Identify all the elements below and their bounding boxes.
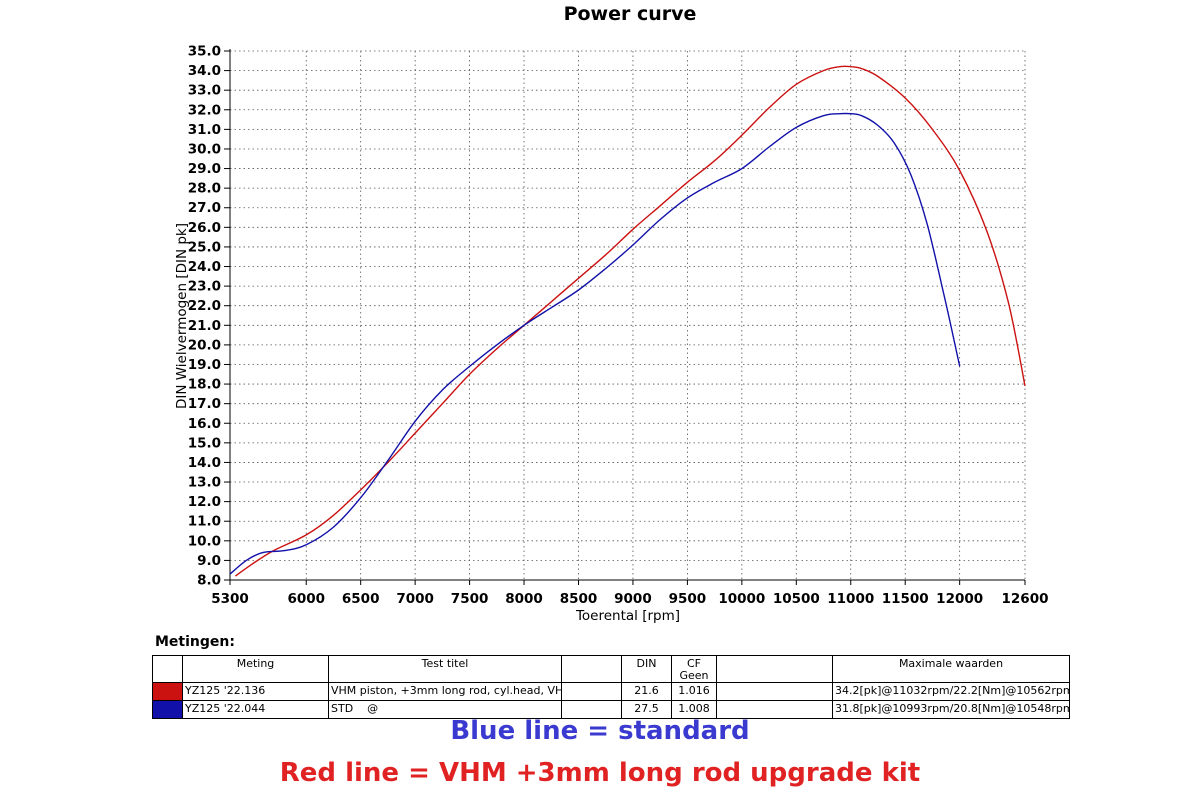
blue-power-curve [229,112,961,575]
y-tick-label: 24.0 [188,259,221,275]
y-tick-label: 28.0 [188,181,221,197]
blue-line-caption: Blue line = standard [450,716,750,746]
header-empty-cell [561,656,621,682]
y-tick-label: 22.0 [188,298,221,314]
max-values-cell: 31.8[pk]@10993rpm/20.8[Nm]@10548rpm [832,701,1070,718]
header-cf-label: CF [686,657,701,670]
grid-layer [230,50,1026,580]
series-layer [229,65,1026,577]
y-tick-label: 32.0 [188,102,221,118]
y-tick-label: 34.0 [188,63,221,79]
meting-cell: YZ125 '22.044 [182,701,328,718]
x-tick-label: 6500 [342,591,380,607]
header-max: Maximale waarden [832,656,1070,682]
header-meting: Meting [182,656,328,682]
x-tick-label: 12000 [936,591,983,607]
header-cf-sublabel: Geen [679,669,709,682]
x-tick-label: 6000 [287,591,325,607]
empty-cell [561,683,621,700]
y-tick-label: 25.0 [188,239,221,255]
x-tick-label: 8500 [560,591,598,607]
header-cf: CF Geen [671,656,716,682]
x-axis-label: Toerental [rpm] [575,608,680,624]
y-tick-label: 21.0 [188,318,221,334]
cf-cell: 1.016 [671,683,716,700]
y-tick-label: 27.0 [188,200,221,216]
y-tick-label: 14.0 [188,455,221,471]
y-tick-label: 30.0 [188,141,221,157]
y-tick-label: 12.0 [188,494,221,510]
y-tick-label: 18.0 [188,377,221,393]
y-tick-label: 20.0 [188,337,221,353]
y-tick-label: 16.0 [188,416,221,432]
y-tick-label: 19.0 [188,357,221,373]
y-tick-label: 13.0 [188,475,221,491]
max-values-cell: 34.2[pk]@11032rpm/22.2[Nm]@10562rpm [832,683,1070,700]
y-tick-label: 9.0 [197,553,221,569]
measurement-row: YZ125 '22.136 VHM piston, +3mm long rod,… [152,683,1070,701]
x-tick-label: 7500 [451,591,489,607]
x-tick-label: 12600 [1002,591,1049,607]
header-color-cell [152,656,182,682]
axis-layer: 8.0 9.0 10.0 11.0 12.0 13.0 14.0 15.0 16.0 17.0 18… [188,44,1049,608]
y-tick-label: 11.0 [188,514,221,530]
y-tick-label: 35.0 [188,44,221,60]
test-titel-cell: VHM piston, +3mm long rod, cyl.head, VH [328,683,561,700]
red-power-curve [234,65,1026,577]
header-din: DIN [621,656,671,682]
meting-cell: YZ125 '22.136 [182,683,328,700]
header-empty-cell [716,656,832,682]
x-tick-label: 9500 [669,591,707,607]
empty-cell [716,701,832,718]
empty-cell [716,683,832,700]
y-tick-label: 23.0 [188,279,221,295]
x-tick-label: 10500 [773,591,820,607]
x-tick-label: 9000 [614,591,652,607]
measurements-header-row: Meting Test titel DIN CF Geen Maximale w… [152,655,1070,683]
header-test-titel: Test titel [328,656,561,682]
y-tick-label: 31.0 [188,122,221,138]
measurements-title: Metingen: [155,634,235,650]
series-color-swatch [152,683,182,700]
y-tick-label: 8.0 [197,573,221,589]
cf-cell: 1.008 [671,701,716,718]
x-tick-label: 5300 [211,591,249,607]
chart-title: Power curve [564,3,697,25]
x-tick-label: 8000 [505,591,543,607]
y-tick-label: 33.0 [188,83,221,99]
x-tick-label: 7000 [396,591,434,607]
y-tick-label: 26.0 [188,220,221,236]
x-tick-label: 11000 [827,591,874,607]
x-tick-label: 10000 [718,591,765,607]
y-tick-label: 29.0 [188,161,221,177]
din-cell: 21.6 [621,683,671,700]
x-tick-label: 11500 [882,591,929,607]
red-line-caption: Red line = VHM +3mm long rod upgrade kit [279,758,921,788]
y-tick-label: 10.0 [188,533,221,549]
test-titel-cell: STD @ [328,701,561,718]
empty-cell [561,701,621,718]
series-color-swatch [152,701,182,718]
y-axis-label: DIN Wielvermogen [DIN pk] [174,223,190,409]
measurement-row: YZ125 '22.044 STD @ 27.5 1.008 31.8[pk]@… [152,701,1070,719]
measurements-table: Meting Test titel DIN CF Geen Maximale w… [152,655,1070,719]
din-cell: 27.5 [621,701,671,718]
y-tick-label: 15.0 [188,435,221,451]
y-tick-label: 17.0 [188,396,221,412]
power-curve-chart: Power curve 8.0 9.0 10.0 11.0 12.0 13.0 14.0 15… [174,3,1049,624]
